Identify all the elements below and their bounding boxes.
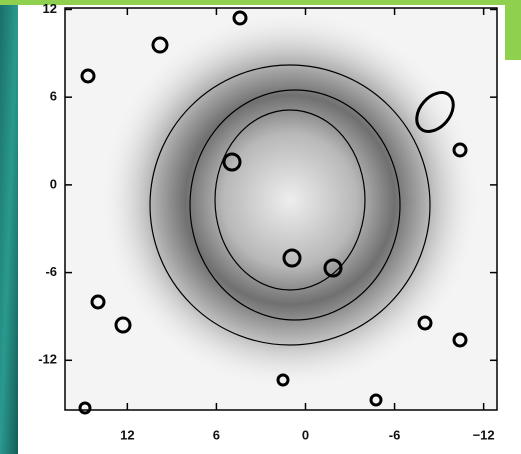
y-tick-label: 6: [50, 89, 57, 104]
contour: [151, 36, 169, 54]
contour: [417, 315, 433, 331]
contour: [189, 89, 401, 321]
x-tick-label: 6: [213, 427, 220, 442]
contour: [282, 248, 302, 268]
plot-area: [64, 7, 498, 415]
contours: [78, 10, 468, 415]
contour: [149, 64, 431, 346]
x-tick-label: 0: [302, 427, 309, 442]
contour: [232, 10, 248, 26]
y-tick-label: 12: [43, 1, 57, 16]
contour: [369, 393, 383, 407]
x-tick-label: 12: [120, 427, 134, 442]
y-tick-label: -12: [38, 352, 57, 367]
contour: [80, 68, 96, 84]
galaxy-image: [100, 10, 480, 390]
contour: [415, 91, 455, 133]
side-strip: [0, 0, 18, 454]
x-tick-label: −12: [473, 427, 495, 442]
contour: [222, 152, 242, 172]
y-tick-label: 0: [50, 176, 57, 191]
contour: [90, 294, 106, 310]
contour: [78, 401, 92, 415]
corner: [505, 0, 521, 60]
x-tick-label: -6: [389, 427, 401, 442]
top-bar: [0, 0, 521, 5]
contour: [214, 109, 366, 291]
contour: [114, 316, 132, 334]
contour: [276, 373, 290, 387]
contour: [452, 142, 468, 158]
y-tick-label: -6: [45, 264, 57, 279]
contour: [323, 258, 343, 278]
contour: [452, 332, 468, 348]
axes-frame: [64, 7, 498, 411]
